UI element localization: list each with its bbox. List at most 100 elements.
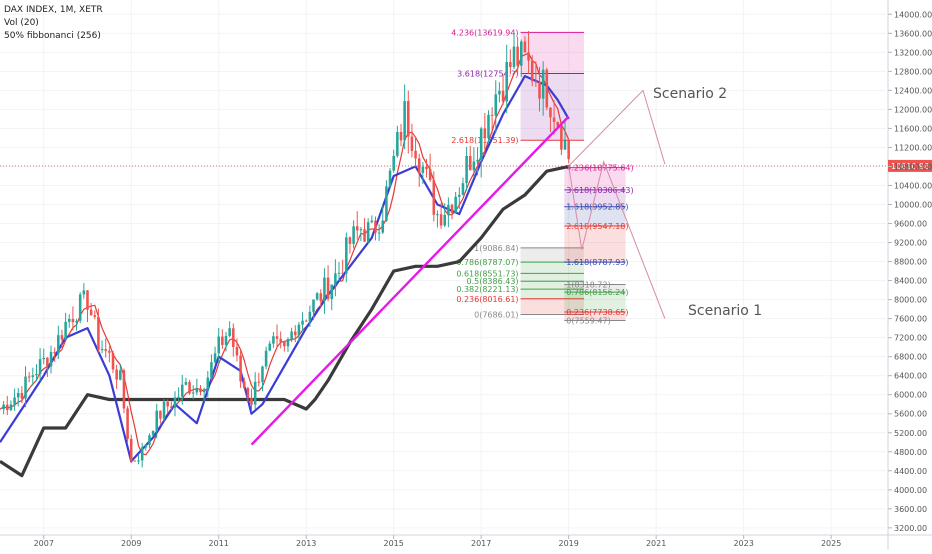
y-tick-label: 8800.00 xyxy=(894,258,927,267)
scenario-1-label: Scenario 1 xyxy=(688,303,762,319)
candle-down xyxy=(250,397,253,405)
candle-down xyxy=(560,126,563,150)
y-tick-label: 6400.00 xyxy=(894,372,927,381)
y-tick-label: 5200.00 xyxy=(894,429,927,438)
fib-lower2-level-label: 0.786(8156.24) xyxy=(566,288,628,297)
candle-up xyxy=(155,410,159,431)
candle-down xyxy=(319,293,323,302)
y-tick-label: 11200.00 xyxy=(894,143,932,152)
candle-up xyxy=(381,220,385,233)
candle-down xyxy=(483,128,487,139)
fib-lower-band xyxy=(520,273,584,282)
candle-down xyxy=(374,220,377,233)
fib-middle-level-label: 1.618(8787.93) xyxy=(566,258,628,267)
candle-up xyxy=(57,335,60,354)
y-tick-label: 7600.00 xyxy=(894,315,927,324)
candle-up xyxy=(512,46,516,68)
candle-up xyxy=(359,229,363,231)
candle-up xyxy=(217,336,220,354)
candle-down xyxy=(538,82,541,99)
candle-up xyxy=(137,460,140,462)
y-tick-label: 3200.00 xyxy=(894,524,927,533)
candle-down xyxy=(20,392,24,399)
candle-down xyxy=(363,229,366,242)
x-tick-label: 2023 xyxy=(733,539,753,548)
scenario-2-path xyxy=(568,89,666,167)
fib-middle-level-label: 3.618(10306.43) xyxy=(566,186,633,195)
fib-middle-level-label: 2.618(9547.18) xyxy=(566,222,628,231)
tenkan-line xyxy=(0,74,570,463)
candle-up xyxy=(498,90,501,95)
fib-lower-level-label: 0.618(8551.73) xyxy=(456,269,518,278)
candle-up xyxy=(177,396,180,398)
fib-middle-band xyxy=(564,167,626,190)
candle-up xyxy=(403,101,406,141)
fib-lower-band xyxy=(520,281,584,290)
candle-up xyxy=(465,155,468,184)
candle-down xyxy=(341,272,344,274)
candle-up xyxy=(461,183,465,195)
candle-up xyxy=(144,444,148,448)
candle-up xyxy=(308,311,312,322)
time-axis: 2007 2009 2011 2013 2015 2017 2019 2021 2023 2025 xyxy=(34,535,841,548)
price-axis: 14000.00 13600.00 13200.00 12800.00 12400.00… xyxy=(888,10,932,533)
candle-down xyxy=(283,342,286,347)
candle-down xyxy=(133,460,137,462)
candle-up xyxy=(151,430,155,436)
fib-lower-level-label: 0.382(8221.13) xyxy=(456,285,518,294)
candle-up xyxy=(505,62,508,102)
candle-down xyxy=(46,357,49,367)
x-tick-label: 2025 xyxy=(821,539,841,548)
candle-up xyxy=(385,186,388,221)
legend-title: DAX INDEX, 1M, XETR xyxy=(4,5,103,15)
candle-up xyxy=(148,435,151,445)
candle-down xyxy=(232,328,235,348)
legend-volume: Vol (20) xyxy=(4,18,39,28)
candle-down xyxy=(199,388,202,393)
candle-up xyxy=(487,114,490,139)
fib-lower-level-label: 0(7686.01) xyxy=(474,311,518,320)
candle-down xyxy=(279,338,282,343)
candle-up xyxy=(100,349,104,351)
candle-down xyxy=(159,410,162,419)
y-tick-label: 13600.00 xyxy=(894,29,932,38)
candle-down xyxy=(399,132,403,141)
scenario-2-label: Scenario 2 xyxy=(653,86,727,102)
candle-up xyxy=(377,232,381,234)
y-tick-label: 9600.00 xyxy=(894,220,927,229)
candle-down xyxy=(549,107,552,118)
candle-down xyxy=(355,226,359,231)
candle-up xyxy=(334,273,337,285)
candle-up xyxy=(388,170,392,187)
candle-down xyxy=(221,336,224,345)
candle-up xyxy=(421,166,425,173)
candle-up xyxy=(290,331,293,340)
candle-up xyxy=(330,284,333,299)
candle-down xyxy=(108,350,111,353)
candle-up xyxy=(520,41,523,66)
candle-up xyxy=(454,196,457,213)
candle-up xyxy=(24,376,27,399)
x-tick-label: 2021 xyxy=(646,539,666,548)
candle-up xyxy=(494,94,498,116)
candle-down xyxy=(530,60,534,82)
x-tick-label: 2017 xyxy=(471,539,491,548)
candle-down xyxy=(516,46,519,66)
candle-up xyxy=(119,370,122,380)
fib-middle-band xyxy=(564,226,626,263)
candle-up xyxy=(541,69,545,99)
candle-up xyxy=(345,237,348,274)
candle-up xyxy=(443,214,447,226)
y-tick-label: 3600.00 xyxy=(894,505,927,514)
candle-down xyxy=(432,180,436,215)
fib-middle-level-label: 4.236(10775.64) xyxy=(566,164,633,173)
candle-up xyxy=(479,128,483,160)
candle-up xyxy=(315,293,319,300)
candle-down xyxy=(115,369,118,380)
candle-down xyxy=(501,90,505,102)
candle-up xyxy=(228,328,231,336)
y-tick-label: 12000.00 xyxy=(894,105,932,114)
candle-up xyxy=(2,404,5,410)
